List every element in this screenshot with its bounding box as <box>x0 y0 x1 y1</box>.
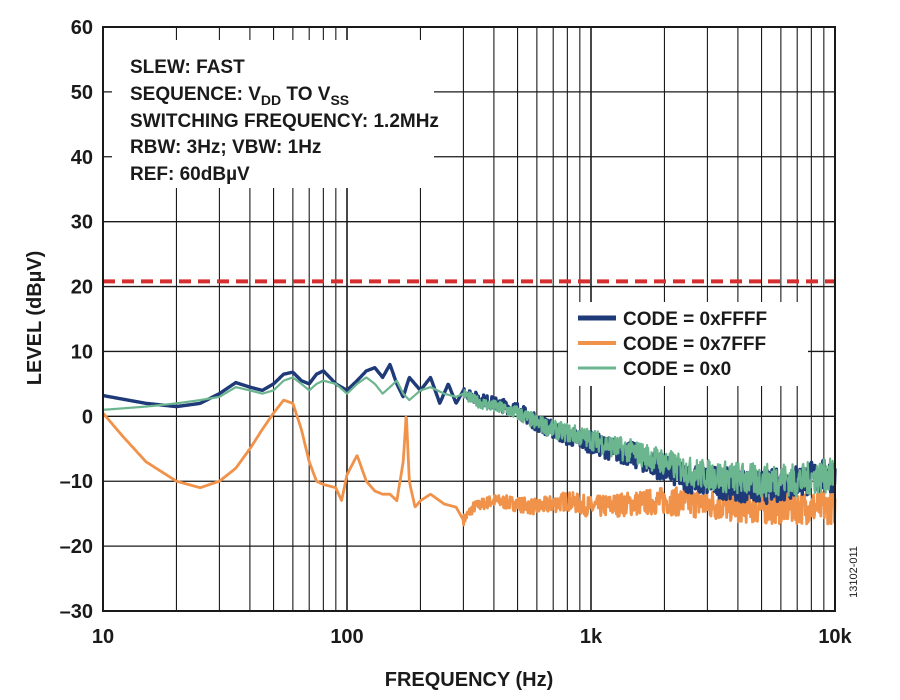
x-tick-label: 10k <box>818 626 852 648</box>
annotation-slew: SLEW: FAST <box>130 57 245 78</box>
annotation-sequence-sub-dd: DD <box>261 92 281 108</box>
y-tick-label: 0 <box>82 406 93 428</box>
annotation-sequence: SEQUENCE: VDD TO VSS <box>130 84 349 108</box>
series-layer <box>101 362 837 527</box>
y-tick-label: 30 <box>71 212 93 234</box>
x-tick-label: 10 <box>92 626 114 648</box>
x-tick-label: 100 <box>330 626 363 648</box>
annotation-sequence-sub-ss: SS <box>330 92 349 108</box>
annotation-sequence-prefix: SEQUENCE: V <box>130 84 261 105</box>
series-line-2 <box>102 376 836 498</box>
legend-label-0xffff: CODE = 0xFFFF <box>623 309 767 330</box>
annotation-ref: REF: 60dBµV <box>130 164 250 185</box>
y-tick-label: –10 <box>60 471 93 493</box>
y-tick-label: –20 <box>60 536 93 558</box>
series-line-1 <box>101 398 837 527</box>
annotation-rbw-vbw: RBW: 3Hz; VBW: 1Hz <box>130 137 321 158</box>
y-axis-label: LEVEL (dBµV) <box>24 251 46 386</box>
annotation-sequence-mid: TO V <box>281 84 331 105</box>
plot-frame <box>102 26 836 612</box>
y-tick-label: 60 <box>71 17 93 39</box>
figure-id: 13102-011 <box>848 546 860 598</box>
y-tick-label: 50 <box>71 82 93 104</box>
legend-label-0x0: CODE = 0x0 <box>623 359 731 380</box>
y-tick-label: 40 <box>71 147 93 169</box>
annotation-box <box>112 40 434 188</box>
legend-label-0x7fff: CODE = 0x7FFF <box>623 334 766 355</box>
y-tick-label: 20 <box>71 277 93 299</box>
x-tick-label: 1k <box>580 626 603 648</box>
annotation-switching-frequency: SWITCHING FREQUENCY: 1.2MHz <box>130 111 439 132</box>
tick-labels: –30 –20 –10 0 10 20 30 40 50 60 10 100 1k 10k <box>60 17 853 648</box>
y-tick-label: –30 <box>60 601 93 623</box>
x-axis-label: FREQUENCY (Hz) <box>385 669 554 691</box>
y-tick-label: 10 <box>71 341 93 363</box>
